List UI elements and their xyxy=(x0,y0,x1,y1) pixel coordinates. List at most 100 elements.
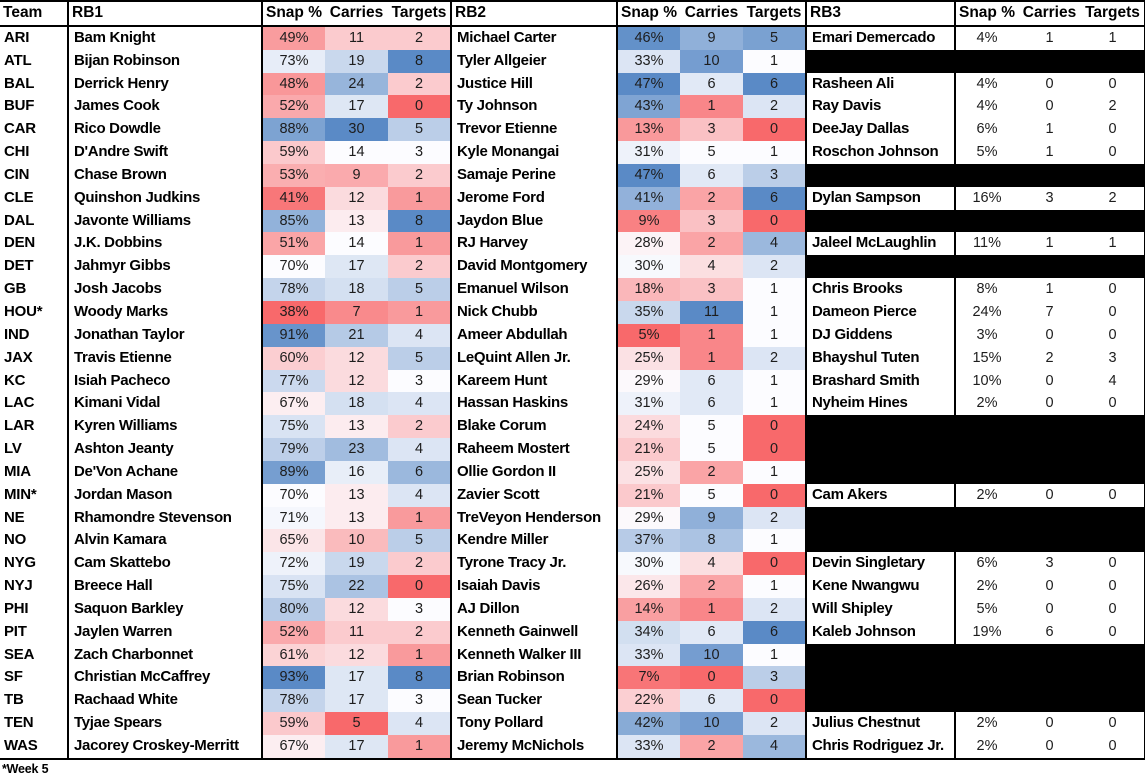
rb2-snap-cell[interactable]: 29% xyxy=(616,369,680,393)
rb1-name-cell[interactable]: Cam Skattebo xyxy=(67,552,262,576)
rb2-snap-cell[interactable]: 24% xyxy=(616,415,680,439)
rb3-name-cell[interactable]: Ray Davis xyxy=(805,95,955,119)
rb1-name-cell[interactable]: Tyjae Spears xyxy=(67,712,262,735)
rb1-carries-cell[interactable]: 9 xyxy=(325,163,388,187)
rb2-targets-cell[interactable]: 1 xyxy=(743,49,806,73)
rb1-snap-cell[interactable]: 78% xyxy=(261,689,325,713)
rb2-name-cell[interactable]: Michael Carter xyxy=(450,25,617,50)
rb3-carries-cell[interactable]: 0 xyxy=(1045,75,1054,92)
rb2-carries-cell[interactable]: 6 xyxy=(680,163,743,187)
rb1-carries-cell[interactable]: 17 xyxy=(325,689,388,713)
rb1-carries-cell[interactable]: 19 xyxy=(325,49,388,73)
rb1-name-cell[interactable]: Chase Brown xyxy=(67,163,262,187)
rb3-snap-cell[interactable]: 6% xyxy=(954,552,1018,576)
rb1-targets-cell[interactable]: 5 xyxy=(388,278,451,301)
rb1-carries-cell[interactable]: 18 xyxy=(325,278,388,301)
rb3-name-cell[interactable]: Cam Akers xyxy=(805,483,955,507)
rb1-targets-cell[interactable]: 1 xyxy=(388,186,451,210)
rb2-snap-cell[interactable]: 35% xyxy=(616,300,680,324)
rb2-snap-cell[interactable]: 33% xyxy=(616,735,680,759)
rb3-name-cell[interactable]: Roschon Johnson xyxy=(805,141,955,164)
rb3-targets-cell[interactable]: 2 xyxy=(1108,189,1117,206)
rb2-targets-cell[interactable]: 1 xyxy=(743,278,806,301)
rb2-name-cell[interactable]: Sean Tucker xyxy=(450,689,617,713)
rb1-targets-cell[interactable]: 0 xyxy=(388,95,451,119)
rb1-targets-cell[interactable]: 1 xyxy=(388,300,451,324)
rb2-name-cell[interactable]: Tyler Allgeier xyxy=(450,49,617,73)
rb3-snap-cell[interactable]: 2% xyxy=(954,735,1018,759)
rb2-name-cell[interactable]: Brian Robinson xyxy=(450,666,617,690)
rb3-targets-cell[interactable]: 0 xyxy=(1108,738,1117,754)
rb2-carries-cell[interactable]: 2 xyxy=(680,460,743,484)
rb3-carries-cell[interactable]: 0 xyxy=(1045,326,1054,343)
rb2-snap-cell[interactable]: 14% xyxy=(616,597,680,621)
rb1-name-cell[interactable]: Isiah Pacheco xyxy=(67,369,262,393)
rb3-targets-cell[interactable]: 0 xyxy=(1108,144,1117,161)
rb2-carries-cell[interactable]: 9 xyxy=(680,506,743,530)
rb2-targets-cell[interactable]: 0 xyxy=(743,415,806,439)
rb1-targets-cell[interactable]: 2 xyxy=(388,25,451,50)
rb2-snap-cell[interactable]: 31% xyxy=(616,392,680,416)
header-team[interactable]: Team xyxy=(0,1,68,27)
rb1-snap-cell[interactable]: 91% xyxy=(261,323,325,347)
header-rb1-carries[interactable]: Carries xyxy=(325,1,388,27)
rb3-targets-cell[interactable]: 1 xyxy=(1108,235,1117,252)
rb1-name-cell[interactable]: Jordan Mason xyxy=(67,483,262,507)
rb1-snap-cell[interactable]: 53% xyxy=(261,163,325,187)
rb2-carries-cell[interactable]: 6 xyxy=(680,620,743,644)
rb1-carries-cell[interactable]: 10 xyxy=(325,529,388,553)
rb1-carries-cell[interactable]: 12 xyxy=(325,369,388,393)
rb3-snap-cell[interactable]: 19% xyxy=(954,620,1018,644)
rb2-targets-cell[interactable]: 2 xyxy=(743,95,806,119)
rb2-snap-cell[interactable]: 28% xyxy=(616,232,680,256)
rb2-name-cell[interactable]: LeQuint Allen Jr. xyxy=(450,346,617,370)
rb1-snap-cell[interactable]: 93% xyxy=(261,666,325,690)
rb1-targets-cell[interactable]: 4 xyxy=(388,392,451,416)
rb2-carries-cell[interactable]: 9 xyxy=(680,25,743,50)
rb2-carries-cell[interactable]: 11 xyxy=(680,300,743,324)
rb1-snap-cell[interactable]: 52% xyxy=(261,95,325,119)
team-cell[interactable]: LAC xyxy=(4,394,35,412)
rb3-carries-cell[interactable]: 6 xyxy=(1045,623,1054,640)
rb1-carries-cell[interactable]: 23 xyxy=(325,438,388,461)
rb1-name-cell[interactable]: Zach Charbonnet xyxy=(67,643,262,667)
rb3-snap-cell[interactable]: 8% xyxy=(954,278,1018,301)
rb1-carries-cell[interactable]: 14 xyxy=(325,141,388,164)
rb3-carries-cell[interactable]: 0 xyxy=(1045,486,1054,503)
rb1-targets-cell[interactable]: 3 xyxy=(388,597,451,621)
rb1-carries-cell[interactable]: 24 xyxy=(325,72,388,96)
rb2-targets-cell[interactable]: 1 xyxy=(743,323,806,347)
team-cell[interactable]: PHI xyxy=(4,599,29,617)
rb2-carries-cell[interactable]: 3 xyxy=(680,118,743,142)
rb2-name-cell[interactable]: Raheem Mostert xyxy=(450,438,617,461)
rb1-name-cell[interactable]: Jahmyr Gibbs xyxy=(67,255,262,279)
rb2-targets-cell[interactable]: 0 xyxy=(743,438,806,461)
rb1-snap-cell[interactable]: 60% xyxy=(261,346,325,370)
rb1-targets-cell[interactable]: 8 xyxy=(388,666,451,690)
rb1-carries-cell[interactable]: 17 xyxy=(325,735,388,759)
rb1-name-cell[interactable]: Bijan Robinson xyxy=(67,49,262,73)
rb1-name-cell[interactable]: Alvin Kamara xyxy=(67,529,262,553)
rb1-targets-cell[interactable]: 1 xyxy=(388,735,451,759)
rb3-targets-cell[interactable]: 0 xyxy=(1108,121,1117,138)
rb2-name-cell[interactable]: Ty Johnson xyxy=(450,95,617,119)
rb3-targets-cell[interactable]: 0 xyxy=(1108,578,1117,595)
team-cell[interactable]: CAR xyxy=(4,120,36,138)
rb3-name-cell[interactable]: Julius Chestnut xyxy=(805,712,955,735)
rb1-carries-cell[interactable]: 5 xyxy=(325,712,388,735)
rb2-targets-cell[interactable]: 1 xyxy=(743,575,806,598)
rb2-targets-cell[interactable]: 3 xyxy=(743,163,806,187)
rb3-snap-cell[interactable]: 10% xyxy=(954,369,1018,393)
team-cell[interactable]: ATL xyxy=(4,51,32,69)
rb2-snap-cell[interactable]: 21% xyxy=(616,483,680,507)
team-cell[interactable]: NO xyxy=(4,531,27,549)
team-cell[interactable]: PIT xyxy=(4,622,27,640)
rb3-targets-cell[interactable]: 3 xyxy=(1108,349,1117,366)
rb1-snap-cell[interactable]: 75% xyxy=(261,415,325,439)
rb1-targets-cell[interactable]: 4 xyxy=(388,438,451,461)
rb2-carries-cell[interactable]: 6 xyxy=(680,392,743,416)
rb2-carries-cell[interactable]: 2 xyxy=(680,735,743,759)
rb3-snap-cell[interactable]: 5% xyxy=(954,597,1018,621)
rb1-name-cell[interactable]: Rhamondre Stevenson xyxy=(67,506,262,530)
rb2-name-cell[interactable]: Isaiah Davis xyxy=(450,575,617,598)
